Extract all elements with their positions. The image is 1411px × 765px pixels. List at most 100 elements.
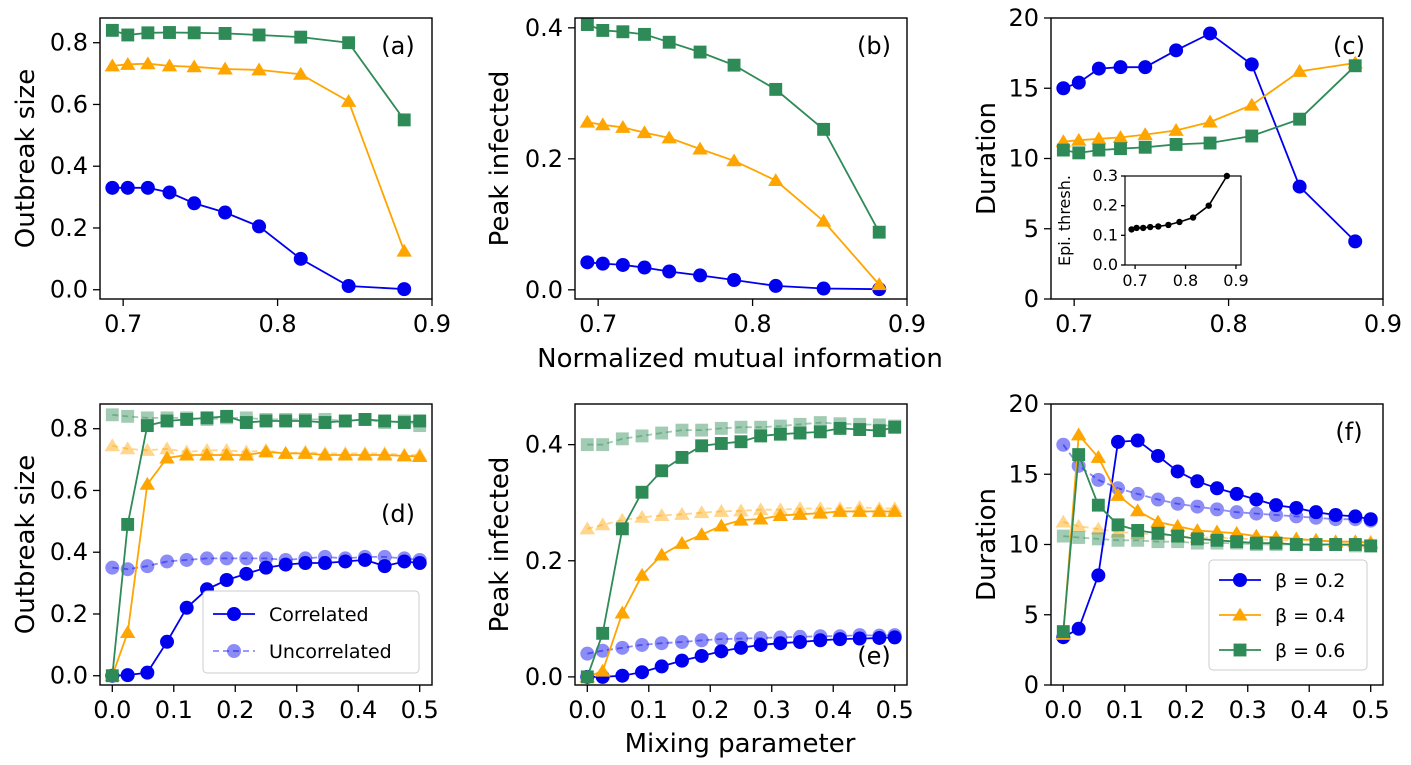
data-point-f-5-0 [1056, 529, 1070, 543]
plot-frame-d [99, 403, 433, 686]
data-point-c-2-3 [1114, 142, 1127, 156]
panel-tag-d: (d) [381, 500, 415, 528]
data-point-b-1-9 [871, 277, 887, 291]
panel-c: 0.7 0.8 0.9 0 5 10 15 20 Duration (c) 0.7 0.8 0.9 0.0… [972, 4, 1402, 338]
data-point-c-0-7 [1244, 57, 1259, 72]
y-tick-label-c-2: 10 [1008, 145, 1039, 173]
data-point-e-2-4 [655, 464, 669, 478]
legend-d-box [202, 590, 420, 674]
inset-epidemic-threshold: 0.7 0.8 0.9 0.0 0.1 0.2 0.3 Epi. thresh. [1055, 166, 1249, 290]
data-point-e-3-1 [595, 643, 610, 658]
data-point-f-0-1 [1071, 621, 1086, 636]
data-point-e-5-4 [655, 426, 669, 440]
x-tick-label-e-5: 0.5 [876, 696, 914, 724]
data-point-c-2-1 [1072, 146, 1086, 160]
data-point-d-1-9 [277, 446, 294, 459]
data-point-a-1-1 [120, 56, 136, 70]
y-tick-label-a-1: 0.2 [50, 214, 88, 242]
data-point-e-5-2 [615, 432, 629, 446]
data-point-c-2-9 [1348, 59, 1362, 73]
data-point-f-4-2 [1090, 521, 1107, 535]
data-point-f-2-12 [1289, 538, 1303, 551]
bottom-xlabel: Mixing parameter [625, 729, 856, 759]
data-point-f-0-13 [1308, 505, 1323, 520]
data-point-d-5-0 [105, 408, 119, 422]
data-point-e-1-16 [886, 504, 903, 517]
data-point-f-4-1 [1070, 518, 1087, 532]
x-tick-label-e-3: 0.3 [753, 696, 791, 724]
legend-d-marker-uncorrelated [227, 644, 241, 658]
data-point-e-2-13 [833, 421, 847, 435]
legend-d-label-correlated: Correlated [269, 604, 369, 626]
data-point-c-0-1 [1071, 75, 1086, 90]
data-point-d-1-8 [258, 444, 274, 458]
data-point-e-0-6 [694, 648, 709, 663]
data-point-e-2-6 [695, 439, 709, 453]
data-point-b-0-6 [727, 273, 742, 288]
data-point-d-4-3 [159, 441, 175, 455]
data-point-b-0-4 [662, 264, 677, 279]
data-point-a-2-4 [187, 26, 201, 40]
x-tick-label-f-4: 0.4 [1290, 696, 1328, 724]
data-point-a-0-5 [218, 205, 233, 220]
x-tick-label-b-1: 0.8 [733, 310, 771, 338]
data-point-b-0-5 [693, 268, 708, 283]
data-point-b-1-6 [726, 153, 742, 167]
data-point-e-1-9 [752, 511, 769, 525]
x-tick-label-d-0: 0.0 [93, 696, 131, 724]
data-point-f-0-3 [1111, 434, 1126, 449]
y-tick-label-d-3: 0.6 [50, 476, 88, 504]
data-point-e-4-7 [713, 504, 730, 517]
data-point-e-5-0 [580, 438, 594, 452]
data-point-e-0-13 [832, 632, 847, 647]
data-point-b-0-0 [580, 255, 595, 270]
data-point-f-3-0 [1056, 437, 1071, 452]
panel-tag-c: (c) [1333, 32, 1365, 60]
data-point-d-3-7 [239, 551, 254, 566]
data-point-f-0-10 [1249, 492, 1264, 507]
data-point-d-2-13 [358, 412, 372, 426]
data-point-d-3-5 [199, 551, 214, 566]
data-point-f-3-5 [1150, 492, 1165, 507]
data-point-f-3-2 [1091, 472, 1106, 487]
x-tick-label-c-0: 0.7 [1055, 310, 1093, 338]
data-point-d-2-1 [121, 517, 135, 531]
data-point-d-2-15 [397, 416, 411, 429]
data-point-f-2-0 [1056, 625, 1070, 639]
inset-line [1131, 175, 1228, 231]
data-point-e-2-11 [793, 426, 807, 440]
data-point-d-2-7 [239, 416, 253, 429]
data-point-d-2-10 [298, 414, 312, 428]
x-tick-label-d-2: 0.2 [216, 696, 254, 724]
x-tick-label-a-0: 0.7 [104, 310, 142, 338]
data-point-b-2-4 [662, 35, 676, 49]
data-point-d-1-5 [199, 447, 215, 461]
data-point-e-0-2 [615, 668, 630, 683]
x-tick-label-f-5: 0.5 [1352, 696, 1390, 724]
legend-f: β = 0.2 β = 0.4 β = 0.6 [1208, 559, 1368, 671]
data-point-e-2-14 [853, 423, 867, 436]
data-point-b-2-0 [580, 18, 594, 31]
data-point-c-0-4 [1138, 60, 1153, 75]
legend-f-label-1: β = 0.4 [1275, 605, 1345, 627]
panel-tag-a: (a) [381, 32, 414, 60]
top-xlabel: Normalized mutual information [537, 344, 943, 374]
data-point-e-0-9 [753, 637, 768, 652]
data-point-a-1-6 [251, 62, 267, 76]
data-point-d-0-14 [377, 559, 392, 574]
data-point-e-2-5 [675, 450, 689, 464]
data-point-e-4-6 [693, 505, 710, 519]
data-point-a-0-9 [397, 282, 412, 297]
x-tick-label-f-1: 0.1 [1106, 696, 1144, 724]
inset-y-tick-label-3: 0.3 [1093, 166, 1118, 185]
x-tick-label-e-1: 0.1 [630, 696, 668, 724]
data-point-c-0-5 [1169, 43, 1184, 58]
data-point-d-2-2 [140, 419, 154, 433]
data-point-f-2-9 [1230, 535, 1244, 549]
plot-frame-b [574, 17, 908, 300]
data-point-f-2-16 [1364, 539, 1378, 553]
series-line-e-3 [587, 634, 895, 655]
data-point-d-1-2 [139, 476, 156, 490]
data-point-b-1-3 [636, 125, 653, 139]
x-tick-label-e-0: 0.0 [568, 696, 606, 724]
